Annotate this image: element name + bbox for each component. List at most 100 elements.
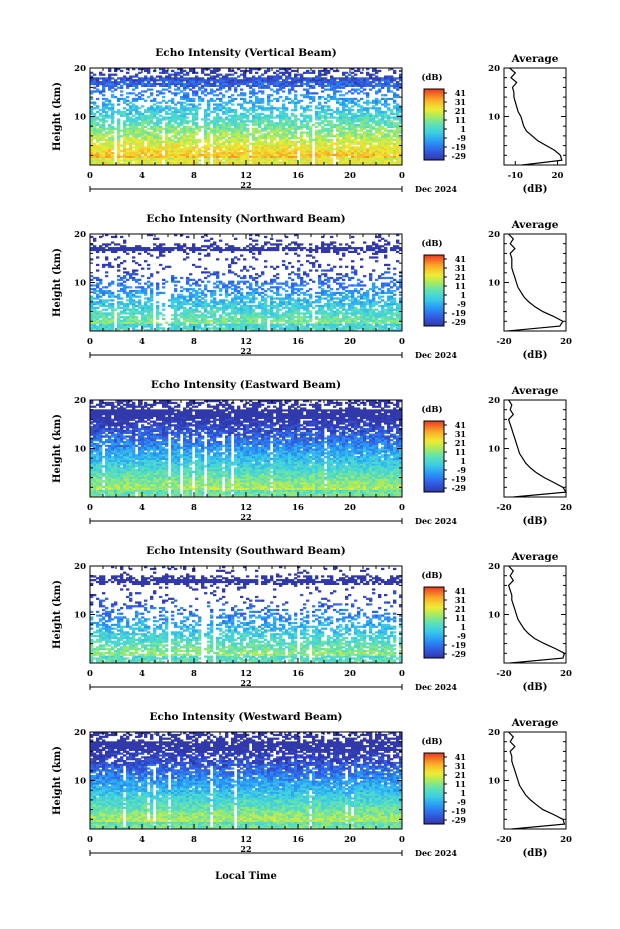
- panel-title: Echo Intensity (Vertical Beam): [155, 47, 336, 59]
- heatmap-cell: [147, 131, 150, 133]
- heatmap-cell: [357, 133, 360, 135]
- heatmap-cell: [255, 137, 258, 139]
- heatmap-cell: [393, 122, 396, 124]
- heatmap-cell: [312, 139, 315, 141]
- heatmap-cell: [231, 128, 234, 130]
- heatmap-cell: [228, 137, 231, 139]
- heatmap-cell: [297, 137, 300, 139]
- heatmap-cell: [321, 135, 324, 137]
- heatmap-cell: [195, 131, 198, 133]
- heatmap-cell: [396, 122, 399, 124]
- heatmap-cell: [306, 120, 309, 122]
- heatmap-cell: [162, 141, 165, 143]
- heatmap-cell: [207, 131, 210, 133]
- heatmap-cell: [384, 128, 387, 130]
- heatmap-cell: [228, 133, 231, 135]
- heatmap-cell: [162, 146, 165, 148]
- heatmap-cell: [144, 130, 147, 132]
- heatmap-cell: [279, 133, 282, 135]
- heatmap-cell: [255, 128, 258, 130]
- heatmap-cell: [138, 122, 141, 124]
- heatmap-cell: [210, 154, 213, 156]
- heatmap-cell: [120, 144, 123, 146]
- heatmap-cell: [372, 144, 375, 146]
- heatmap-cell: [330, 158, 333, 160]
- heatmap-cell: [99, 143, 102, 145]
- heatmap-cell: [333, 124, 336, 126]
- heatmap-cell: [228, 118, 231, 120]
- heatmap-cell: [231, 144, 234, 146]
- heatmap-cell: [96, 128, 99, 130]
- heatmap-cell: [276, 122, 279, 124]
- heatmap-cell: [375, 128, 378, 130]
- heatmap-cell: [306, 144, 309, 146]
- heatmap-cell: [321, 120, 324, 122]
- heatmap-cell: [354, 124, 357, 126]
- heatmap-cell: [390, 146, 393, 148]
- heatmap-cell: [219, 143, 222, 145]
- heatmap-cell: [180, 148, 183, 150]
- heatmap-cell: [318, 130, 321, 132]
- heatmap-cell: [339, 139, 342, 141]
- heatmap-cell: [126, 148, 129, 150]
- heatmap-cells: [90, 68, 402, 165]
- heatmap-cell: [333, 148, 336, 150]
- heatmap-cell: [297, 126, 300, 128]
- heatmap-cell: [219, 124, 222, 126]
- heatmap-cell: [378, 137, 381, 139]
- heatmap-cell: [153, 122, 156, 124]
- heatmap-cell: [129, 137, 132, 139]
- heatmap-cell: [297, 146, 300, 148]
- heatmap-cell: [177, 122, 180, 124]
- heatmap-cell: [264, 133, 267, 135]
- heatmap-cell: [300, 120, 303, 122]
- heatmap-cell: [201, 150, 204, 152]
- heatmap-cell: [249, 156, 252, 158]
- heatmap-cell: [204, 144, 207, 146]
- heatmap-cell: [336, 133, 339, 135]
- heatmap-cell: [249, 143, 252, 145]
- heatmap-cell: [375, 144, 378, 146]
- heatmap-cell: [120, 159, 123, 161]
- heatmap-cell: [267, 143, 270, 145]
- heatmap-cell: [327, 128, 330, 130]
- heatmap-cell: [210, 128, 213, 130]
- heatmap-cell: [171, 135, 174, 137]
- heatmap-cell: [261, 141, 264, 143]
- heatmap-cell: [291, 141, 294, 143]
- heatmap-cell: [330, 120, 333, 122]
- heatmap-cell: [201, 146, 204, 148]
- heatmap-cell: [189, 126, 192, 128]
- heatmap-cell: [159, 126, 162, 128]
- heatmap-cell: [180, 135, 183, 137]
- heatmap-cell: [369, 124, 372, 126]
- heatmap-cell: [243, 120, 246, 122]
- heatmap-cell: [294, 141, 297, 143]
- heatmap-cell: [111, 126, 114, 128]
- heatmap-cell: [390, 156, 393, 158]
- heatmap-cell: [333, 135, 336, 137]
- heatmap-cell: [96, 122, 99, 124]
- heatmap-cell: [138, 139, 141, 141]
- heatmap-cell: [309, 126, 312, 128]
- heatmap-cell: [198, 159, 201, 161]
- heatmap-cell: [267, 131, 270, 133]
- heatmap-cell: [375, 120, 378, 122]
- heatmap-cell: [186, 146, 189, 148]
- heatmap-cell: [99, 118, 102, 120]
- heatmap-cell: [186, 135, 189, 137]
- heatmap-cell: [243, 133, 246, 135]
- heatmap-cell: [180, 128, 183, 130]
- heatmap-cell: [111, 135, 114, 137]
- heatmap-cell: [273, 122, 276, 124]
- heatmap-cell: [222, 150, 225, 152]
- heatmap-cell: [126, 124, 129, 126]
- heatmap-cell: [216, 135, 219, 137]
- heatmap-cell: [372, 126, 375, 128]
- heatmap-cell: [120, 150, 123, 152]
- heatmap-cell: [144, 146, 147, 148]
- heatmap-cell: [393, 143, 396, 145]
- heatmap-cell: [105, 139, 108, 141]
- heatmap-cell: [150, 131, 153, 133]
- heatmap-cell: [174, 126, 177, 128]
